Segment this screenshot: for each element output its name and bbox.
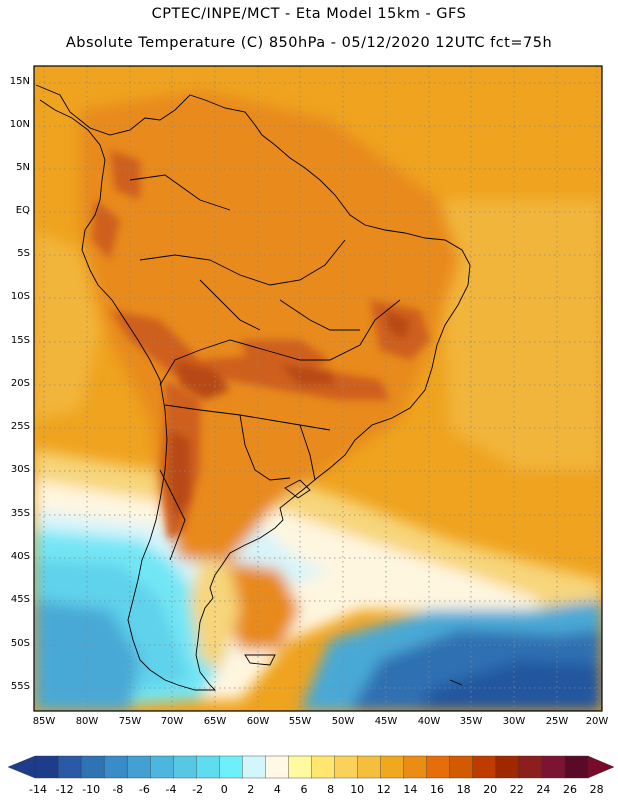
longitude-label: 45W [374, 716, 398, 727]
colorbar-low-arrow [7, 755, 36, 779]
colorbar-label: 2 [247, 783, 255, 796]
colorbar-label: 4 [273, 783, 281, 796]
map-title: CPTEC/INPE/MCT - Eta Model 15km - GFS [151, 6, 467, 22]
latitude-label: 10S [10, 291, 30, 302]
colorbar-label: 20 [483, 783, 498, 796]
colorbar-label: 6 [300, 783, 308, 796]
colorbar-label: 16 [430, 783, 444, 796]
longitude-label: 55W [288, 716, 312, 727]
colorbar-label: 12 [376, 783, 391, 796]
colorbar-label: 24 [536, 783, 551, 796]
temperature-field [34, 66, 602, 711]
colorbar-label: 26 [563, 783, 577, 796]
colorbar-swatch [196, 755, 221, 779]
latitude-label: 15N [9, 76, 30, 87]
latitude-label: 45S [10, 594, 30, 605]
colorbar-swatch [57, 755, 82, 779]
colorbar-label: -14 [29, 783, 47, 796]
latitude-label: 25S [10, 421, 30, 432]
latitude-label: EQ [15, 205, 30, 216]
colorbar-swatch [242, 755, 267, 779]
colorbar [7, 755, 615, 779]
colorbar-swatch [80, 755, 105, 779]
colorbar-swatch [265, 755, 290, 779]
colorbar-label: 8 [327, 783, 335, 796]
latitude-label: 30S [10, 464, 30, 475]
latitude-label: 35S [10, 508, 30, 519]
coastlines [35, 84, 471, 691]
colorbar-swatch [150, 755, 174, 779]
colorbar-swatch [311, 755, 336, 779]
longitude-label: 20W [585, 716, 609, 727]
colorbar-swatch [103, 755, 128, 779]
longitude-label: 70W [160, 716, 184, 727]
longitude-label: 50W [331, 716, 355, 727]
colorbar-swatch [426, 755, 451, 779]
colorbar-swatch [219, 755, 244, 779]
colorbar-label: -4 [165, 783, 177, 796]
colorbar-swatch [126, 755, 151, 779]
colorbar-label: -6 [138, 783, 150, 796]
colorbar-swatch [541, 755, 566, 779]
colorbar-label: -8 [112, 783, 124, 796]
longitude-label: 85W [32, 716, 56, 727]
longitude-label: 40W [417, 716, 441, 727]
colorbar-label: 22 [509, 783, 524, 796]
colorbar-swatch [495, 755, 520, 779]
latitude-label: 55S [10, 681, 30, 692]
colorbar-label: 28 [589, 783, 604, 796]
colorbar-high-arrow [587, 755, 615, 779]
colorbar-swatch [518, 755, 543, 779]
colorbar-swatch [449, 755, 474, 779]
colorbar-swatch [34, 755, 59, 779]
colorbar-label: -2 [192, 783, 204, 796]
latitude-label: 15S [10, 335, 30, 346]
colorbar-swatch [472, 755, 497, 779]
latitude-label: 40S [10, 551, 30, 562]
longitude-label: 35W [459, 716, 483, 727]
longitude-label: 25W [545, 716, 569, 727]
colorbar-swatch [173, 755, 197, 779]
latitude-label: 20S [10, 378, 30, 389]
latitude-label: 10N [9, 119, 30, 130]
latitude-label: 5N [16, 162, 30, 173]
longitude-label: 80W [75, 716, 99, 727]
colorbar-swatch [403, 755, 428, 779]
colorbar-swatch [380, 755, 405, 779]
colorbar-label: -12 [55, 783, 74, 796]
colorbar-swatch [357, 755, 382, 779]
colorbar-label: 10 [350, 783, 365, 796]
latitude-label: 50S [10, 638, 30, 649]
longitude-label: 60W [246, 716, 270, 727]
map-subtitle: Absolute Temperature (C) 850hPa - 05/12/… [65, 35, 553, 51]
colorbar-swatch [288, 755, 313, 779]
longitude-label: 30W [502, 716, 526, 727]
colorbar-swatch [564, 755, 589, 779]
colorbar-label: -10 [82, 783, 101, 796]
map-frame [33, 65, 603, 712]
colorbar-swatch [334, 755, 359, 779]
colorbar-label: 0 [220, 783, 228, 796]
longitude-label: 75W [118, 716, 142, 727]
colorbar-label: 14 [403, 783, 418, 796]
longitude-label: 65W [203, 716, 227, 727]
latitude-label: 5S [17, 248, 30, 259]
colorbar-label: 18 [456, 783, 471, 796]
